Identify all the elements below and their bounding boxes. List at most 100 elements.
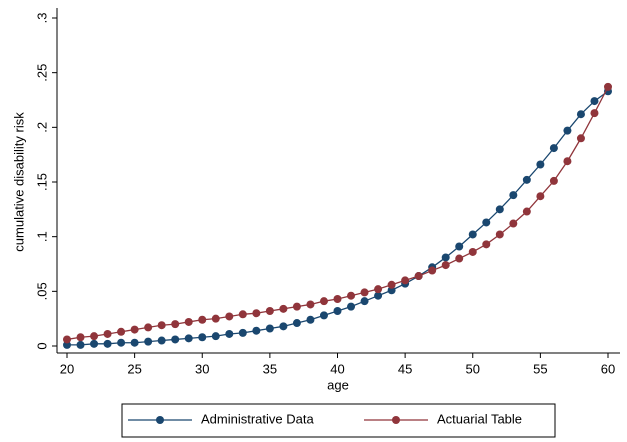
- data-point: [374, 291, 383, 300]
- y-tick-label: 0: [34, 342, 49, 349]
- data-point: [482, 240, 491, 249]
- data-point: [157, 321, 166, 330]
- data-point: [144, 337, 153, 346]
- data-point: [90, 332, 99, 341]
- data-point: [63, 335, 71, 344]
- data-point: [441, 261, 450, 270]
- data-point: [495, 230, 504, 239]
- data-point: [117, 327, 126, 336]
- data-point: [319, 311, 328, 320]
- data-point: [509, 191, 518, 200]
- data-point: [306, 300, 315, 309]
- data-point: [306, 315, 315, 324]
- data-point: [590, 109, 599, 118]
- x-tick-label: 30: [195, 361, 209, 376]
- data-point: [63, 340, 71, 349]
- data-point: [252, 309, 261, 318]
- data-point: [279, 304, 288, 313]
- data-point: [265, 324, 274, 333]
- data-point: [536, 192, 545, 201]
- data-point: [252, 326, 261, 335]
- legend-label: Administrative Data: [201, 411, 314, 426]
- data-point: [468, 247, 477, 256]
- data-point: [522, 175, 531, 184]
- x-tick-label: 40: [330, 361, 344, 376]
- data-point: [563, 126, 572, 135]
- data-point: [144, 323, 153, 332]
- data-point: [522, 207, 531, 216]
- data-point: [279, 322, 288, 331]
- y-axis-title: cumulative disability risk: [11, 112, 26, 252]
- data-point: [198, 315, 207, 324]
- data-point: [347, 291, 356, 300]
- data-point: [103, 329, 112, 338]
- data-point: [238, 310, 247, 319]
- legend-marker: [392, 416, 400, 424]
- data-point: [76, 333, 85, 342]
- data-point: [455, 242, 464, 251]
- data-point: [549, 144, 558, 153]
- data-point: [117, 338, 126, 347]
- data-point: [76, 340, 85, 349]
- data-point: [171, 320, 180, 329]
- y-tick-label: .15: [34, 173, 49, 191]
- legend-label: Actuarial Table: [437, 411, 522, 426]
- y-tick-label: .2: [34, 122, 49, 133]
- data-point: [347, 302, 356, 311]
- data-point: [455, 254, 464, 263]
- data-point: [103, 339, 112, 348]
- x-tick-label: 25: [127, 361, 141, 376]
- data-point: [387, 280, 396, 289]
- data-point: [333, 307, 342, 316]
- data-point: [198, 333, 207, 342]
- x-tick-label: 20: [60, 361, 74, 376]
- legend-marker: [156, 416, 164, 424]
- data-point: [360, 288, 369, 297]
- data-point: [428, 266, 437, 275]
- data-point: [333, 294, 342, 303]
- data-point: [157, 336, 166, 345]
- data-point: [468, 230, 477, 239]
- data-point: [549, 176, 558, 185]
- data-point: [184, 334, 193, 343]
- data-point: [414, 272, 423, 281]
- x-tick-label: 50: [466, 361, 480, 376]
- data-point: [90, 339, 99, 348]
- data-point: [225, 312, 234, 321]
- data-point: [360, 297, 369, 306]
- data-point: [563, 157, 572, 166]
- data-point: [495, 205, 504, 214]
- data-point: [171, 335, 180, 344]
- data-point: [509, 219, 518, 228]
- x-tick-label: 35: [263, 361, 277, 376]
- data-point: [590, 97, 599, 106]
- data-point: [292, 302, 301, 311]
- y-tick-label: .1: [34, 231, 49, 242]
- x-tick-label: 45: [398, 361, 412, 376]
- y-tick-label: .05: [34, 282, 49, 300]
- data-point: [576, 110, 585, 119]
- data-point: [536, 160, 545, 169]
- data-point: [238, 328, 247, 337]
- data-point: [374, 285, 383, 294]
- legend: [121, 403, 556, 438]
- x-axis-title: age: [327, 377, 349, 392]
- data-point: [401, 276, 410, 285]
- data-point: [319, 297, 328, 306]
- data-point: [482, 218, 491, 227]
- y-tick-label: .25: [34, 64, 49, 82]
- x-tick-label: 60: [601, 361, 615, 376]
- data-point: [292, 319, 301, 328]
- y-tick-label: .3: [34, 13, 49, 24]
- data-point: [211, 314, 220, 323]
- data-point: [576, 134, 585, 143]
- data-point: [225, 329, 234, 338]
- data-point: [265, 307, 274, 316]
- data-point: [130, 325, 139, 334]
- data-point: [184, 317, 193, 326]
- data-point: [604, 82, 612, 91]
- data-point: [130, 338, 139, 347]
- data-point: [387, 286, 396, 295]
